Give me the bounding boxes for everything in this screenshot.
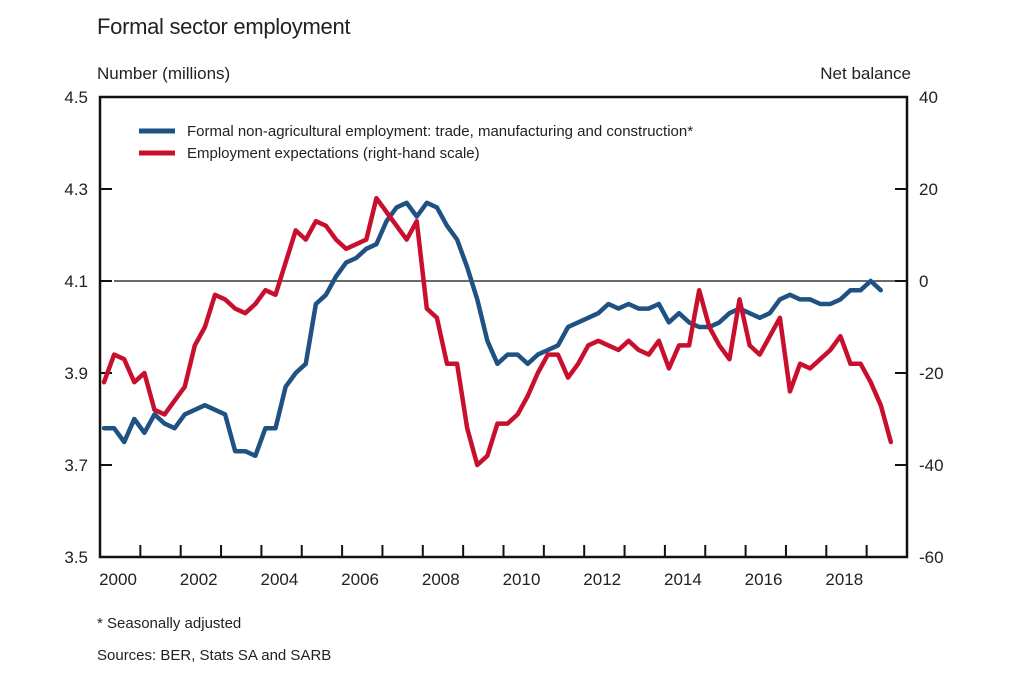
footnote-sources: Sources: BER, Stats SA and SARB: [97, 647, 332, 664]
plot-frame: [98, 95, 909, 559]
chart-title: Formal sector employment: [97, 14, 351, 39]
x-tick-label: 2004: [260, 570, 298, 589]
right-y-tick-label: 40: [919, 88, 938, 107]
series-line-employment: [101, 200, 884, 459]
x-tick-label: 2014: [664, 570, 702, 589]
right-axis-label: Net balance: [820, 64, 911, 83]
right-y-tick-label: -20: [919, 364, 944, 383]
footnote-seasonally-adjusted: * Seasonally adjusted: [97, 615, 242, 632]
x-tick-label: 2016: [745, 570, 783, 589]
right-y-tick-label: -60: [919, 548, 944, 567]
x-tick-label: 2002: [180, 570, 218, 589]
left-y-tick-label: 4.5: [64, 88, 88, 107]
series-line-expectations: [101, 195, 894, 468]
left-y-tick-label: 3.7: [64, 456, 88, 475]
x-tick-label: 2010: [503, 570, 541, 589]
right-y-tick-label: -40: [919, 456, 944, 475]
legend-label: Employment expectations (right-hand scal…: [187, 145, 480, 162]
x-tick-label: 2008: [422, 570, 460, 589]
left-y-tick-label: 3.9: [64, 364, 88, 383]
x-tick-label: 2012: [583, 570, 621, 589]
legend-label: Formal non-agricultural employment: trad…: [187, 123, 693, 140]
x-tick-label: 2018: [825, 570, 863, 589]
left-y-tick-label: 3.5: [64, 548, 88, 567]
left-axis-label: Number (millions): [97, 64, 231, 83]
left-y-tick-label: 4.3: [64, 180, 88, 199]
right-y-tick-label: 20: [919, 180, 938, 199]
x-tick-label: 2000: [99, 570, 137, 589]
right-y-tick-label: 0: [919, 272, 928, 291]
left-y-tick-label: 4.1: [64, 272, 88, 291]
x-tick-label: 2006: [341, 570, 379, 589]
